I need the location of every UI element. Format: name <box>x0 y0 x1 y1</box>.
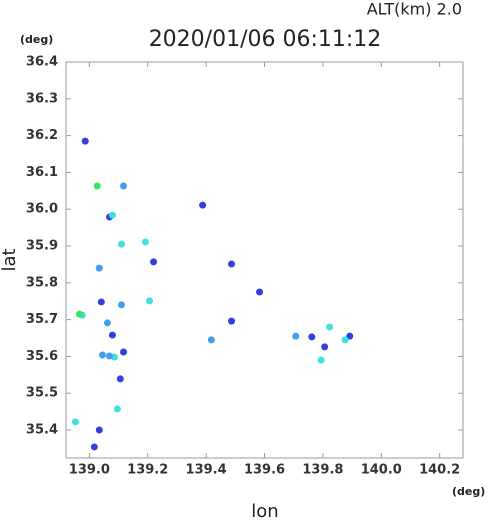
echo-point <box>113 405 121 413</box>
echo-point <box>105 352 113 360</box>
echo-point <box>90 443 98 451</box>
y-tick-label: 35.4 <box>26 423 58 438</box>
echo-point <box>116 375 124 383</box>
echo-point <box>108 211 116 219</box>
y-tick-label: 35.6 <box>26 349 58 364</box>
echo-point <box>150 258 158 266</box>
echo-point <box>207 336 215 344</box>
echo-point <box>117 240 125 248</box>
y-tick-label: 36.3 <box>26 91 58 106</box>
echo-point <box>120 182 128 190</box>
echo-point <box>93 182 101 190</box>
echo-point <box>103 319 111 327</box>
echo-point <box>317 356 325 364</box>
echo-point <box>321 343 329 351</box>
x-tick-label: 139.8 <box>302 463 343 478</box>
echo-point <box>71 418 79 426</box>
echo-point <box>81 137 89 145</box>
chart-title: 2020/01/06 06:11:12 <box>149 27 382 52</box>
y-tick-label: 35.9 <box>26 239 58 254</box>
x-axis-label: lon <box>251 501 278 521</box>
x-tick-label: 139.4 <box>186 463 227 478</box>
echo-point <box>98 351 106 359</box>
echo-point <box>75 310 83 318</box>
echo-point <box>326 323 334 331</box>
echo-point <box>141 238 149 246</box>
echo-point <box>117 301 125 309</box>
y-tick-label: 36.1 <box>26 165 58 180</box>
echo-point <box>120 348 128 356</box>
echo-point <box>95 426 103 434</box>
echo-point <box>95 264 103 272</box>
echo-point <box>346 332 354 340</box>
echo-point <box>341 336 349 344</box>
echo-point <box>292 332 300 340</box>
y-tick-label: 36.0 <box>26 202 58 217</box>
plot-frame <box>65 61 464 459</box>
echo-point <box>308 333 316 341</box>
y-axis-label: lat <box>0 248 20 271</box>
x-tick-label: 139.0 <box>69 463 110 478</box>
echo-point <box>228 260 236 268</box>
echo-point <box>228 317 236 325</box>
x-tick-label: 139.6 <box>244 463 285 478</box>
x-tick-label: 140.0 <box>361 463 402 478</box>
echo-point <box>199 201 207 209</box>
y-tick-label: 36.2 <box>26 128 58 143</box>
x-tick-label: 140.2 <box>419 463 460 478</box>
y-tick-label: 35.8 <box>26 275 58 290</box>
x-tick-label: 139.2 <box>127 463 168 478</box>
x-unit: (deg) <box>452 485 485 498</box>
echo-point <box>97 298 105 306</box>
y-tick-label: 35.5 <box>26 386 58 401</box>
alt-label: ALT(km) 2.0 <box>367 0 462 19</box>
echo-point <box>256 288 264 296</box>
y-unit: (deg) <box>20 33 53 46</box>
echo-point <box>145 297 153 305</box>
y-tick-label: 35.7 <box>26 312 58 327</box>
echo-point <box>108 331 116 339</box>
y-tick-label: 36.4 <box>26 55 58 70</box>
